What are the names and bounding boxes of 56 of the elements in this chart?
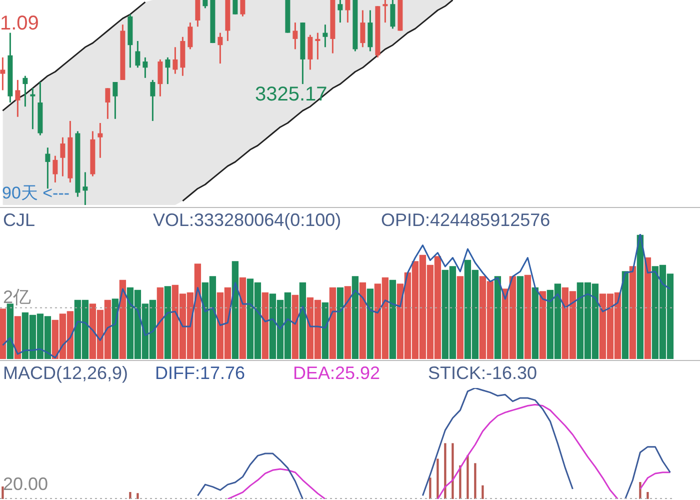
bar (494, 276, 502, 359)
bar (232, 261, 239, 359)
bar (0, 308, 6, 359)
bar (366, 288, 374, 359)
bar (292, 294, 299, 359)
bar (622, 271, 629, 359)
bar (629, 266, 636, 359)
bar (156, 287, 164, 359)
bar (136, 493, 139, 499)
annotation: 3325.17 (255, 84, 328, 106)
bar (482, 485, 484, 499)
bar (129, 492, 132, 499)
bar (344, 286, 352, 359)
annotation: 90天 <--- (2, 184, 70, 203)
bar (14, 316, 22, 359)
text: DEA:25.92 (293, 362, 380, 383)
bar (429, 478, 432, 499)
bar (359, 282, 366, 359)
chart-title: CJL (3, 210, 36, 230)
bar (524, 274, 532, 359)
bar (646, 492, 649, 499)
bar (262, 292, 269, 359)
text: DIFF:17.76 (155, 362, 246, 383)
annotation: 1.09 (0, 12, 39, 35)
bar (532, 287, 539, 359)
bar (436, 458, 439, 499)
chart-title: MACD(12,26,9) (3, 362, 128, 383)
bar (164, 286, 172, 359)
text: OPID:424485912576 (381, 210, 550, 230)
bar (516, 276, 524, 359)
bar (2, 486, 4, 499)
bar (474, 463, 476, 499)
annotation: 20.00 (3, 474, 48, 494)
bar (644, 257, 652, 359)
candlestick (382, 0, 388, 23)
bar (452, 443, 454, 499)
bar (239, 277, 246, 359)
bar (336, 287, 344, 359)
text: VOL:333280064(0:100) (153, 210, 342, 230)
bar (456, 276, 464, 359)
bar (444, 443, 446, 499)
bar (389, 280, 396, 359)
bar (322, 302, 329, 359)
text: STICK:-16.30 (428, 362, 538, 383)
bar (539, 291, 546, 359)
annotation: 2亿 (3, 286, 32, 307)
bar (352, 276, 359, 359)
bar (299, 282, 306, 359)
candlestick (315, 32, 320, 60)
bar (119, 280, 126, 359)
bar (329, 287, 336, 359)
bar (6, 304, 14, 359)
candlestick (30, 88, 36, 130)
bar (636, 234, 644, 359)
bar (466, 455, 469, 499)
bar (112, 298, 119, 359)
